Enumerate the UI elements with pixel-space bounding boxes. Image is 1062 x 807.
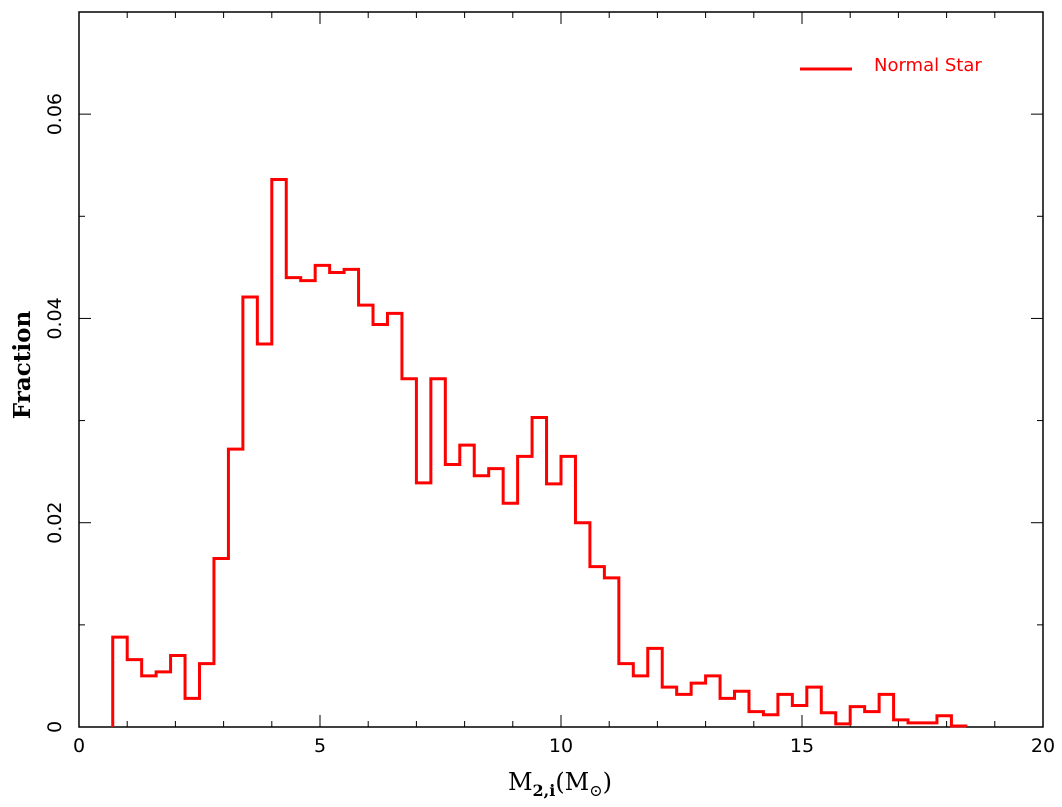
histogram-bin [749, 712, 763, 727]
histogram-bin [474, 476, 488, 727]
histogram-bin [142, 676, 156, 727]
histogram-bin [257, 344, 271, 727]
histogram-bin [330, 272, 344, 727]
x-tick-label: 5 [314, 735, 326, 757]
histogram-bin [185, 698, 199, 727]
histogram-bin [228, 449, 242, 727]
histogram-bin [113, 637, 127, 727]
histogram-bin [937, 716, 951, 727]
histogram-bin [604, 578, 618, 727]
histogram-bin [923, 723, 937, 727]
histogram-bin [894, 720, 908, 727]
axis-ticks [78, 11, 1044, 728]
x-tick-label: 0 [73, 735, 85, 757]
histogram-bin [431, 379, 445, 727]
histogram-bin [547, 484, 561, 727]
histogram-bin [344, 269, 358, 727]
histogram-bin [416, 483, 430, 727]
x-axis-label: M2,i(M⊙) [508, 768, 612, 800]
y-tick-label: 0 [44, 721, 66, 733]
histogram-bin [619, 664, 633, 727]
histogram-bin [272, 180, 286, 727]
histogram-bin [706, 676, 720, 727]
histogram-bin [243, 297, 257, 727]
x-tick-label: 15 [790, 735, 814, 757]
histogram-bin [821, 713, 835, 727]
y-tick-label: 0.04 [44, 297, 66, 339]
histogram-bin [156, 672, 170, 727]
histogram-bin [662, 687, 676, 727]
histogram-bin [214, 558, 228, 727]
histogram-outline [111, 178, 968, 728]
series-layer [111, 178, 968, 728]
x-tick-label: 10 [549, 735, 573, 757]
histogram-bin [590, 567, 604, 727]
histogram-bin [763, 715, 777, 727]
y-tick-label: 0.06 [44, 93, 66, 135]
legend-label-normal-star: Normal Star [874, 55, 982, 76]
histogram-bin [373, 325, 387, 727]
histogram-bin [503, 503, 517, 727]
x-label-main: M [508, 768, 533, 796]
histogram-bin [648, 648, 662, 727]
histogram-bin [460, 445, 474, 727]
y-tick-label: 0.02 [44, 502, 66, 544]
histogram-bin [315, 265, 329, 727]
histogram-bin [691, 683, 705, 727]
histogram-bin [518, 456, 532, 727]
histogram-bin [445, 464, 459, 727]
histogram-bin [836, 724, 850, 727]
histogram-bin [359, 305, 373, 727]
histogram-bin [720, 698, 734, 727]
x-label-close: ) [603, 768, 612, 796]
histogram-bin [200, 664, 214, 727]
histogram-bin [633, 676, 647, 727]
histogram-bin [792, 706, 806, 727]
tick-labels: 0 5 10 15 20 0 0.02 0.04 0.06 [44, 93, 1055, 757]
histogram-bin [865, 712, 879, 727]
x-label-subscript: 2,i [533, 781, 556, 800]
x-tick-label: 20 [1031, 735, 1055, 757]
x-label-subscript-sun: ⊙ [589, 781, 602, 800]
histogram-bin [908, 723, 922, 727]
histogram-bin [879, 694, 893, 727]
histogram-bin [735, 691, 749, 727]
histogram-bin [575, 523, 589, 727]
histogram-bin [489, 469, 503, 727]
histogram-bin [387, 313, 401, 727]
histogram-bin [850, 707, 864, 727]
histogram-bin [951, 726, 965, 727]
histogram-bin [532, 418, 546, 727]
histogram-bin [301, 281, 315, 727]
histogram-bin [286, 278, 300, 727]
histogram-bin [677, 694, 691, 727]
histogram-bin [402, 379, 416, 727]
histogram-bin [561, 456, 575, 727]
legend: Normal Star [800, 55, 982, 76]
x-label-open: (M [555, 768, 589, 796]
histogram-bin [778, 694, 792, 727]
series-normal-star [111, 178, 968, 728]
y-axis-label: Fraction [9, 311, 36, 420]
histogram-bin [807, 687, 821, 727]
histogram-bin [171, 656, 185, 728]
histogram-bin [127, 660, 141, 727]
